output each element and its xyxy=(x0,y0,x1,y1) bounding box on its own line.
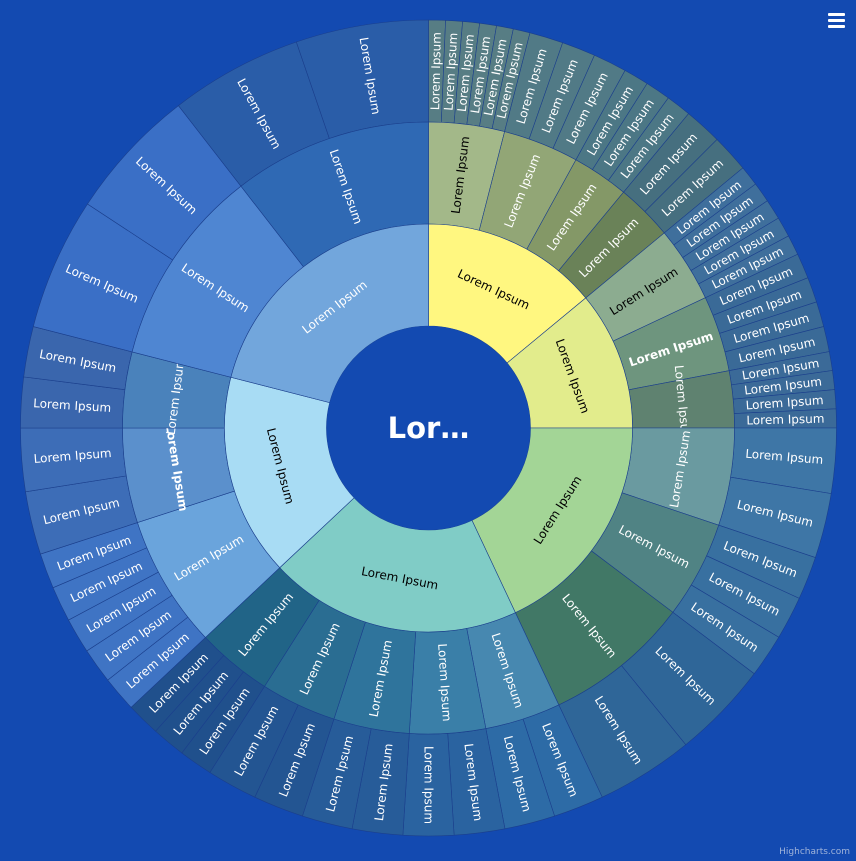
level3-label: Lorem Ipsum xyxy=(428,32,444,110)
level3-label: Lorem Ipsum xyxy=(745,393,824,412)
level3-label: Lorem Ipsum xyxy=(746,412,824,428)
level3-label: Lorem Ipsum xyxy=(441,32,460,111)
level3-label: Lorem Ipsum xyxy=(745,447,824,467)
root-node[interactable]: Lor… xyxy=(326,326,531,530)
credits-link[interactable]: Highcharts.com xyxy=(779,847,850,857)
menu-line xyxy=(828,19,845,22)
root-label: Lor… xyxy=(388,411,470,445)
level3-label: Lorem Ipsum xyxy=(422,746,436,824)
level3-label: Lorem Ipsum xyxy=(33,396,112,415)
level3-label: Lorem Ipsum xyxy=(33,446,112,466)
menu-line xyxy=(828,13,845,16)
root-circle[interactable] xyxy=(326,326,531,530)
hamburger-menu-icon[interactable] xyxy=(824,10,848,32)
menu-line xyxy=(828,25,845,28)
level2-label: Lorem Ipsum xyxy=(435,643,454,722)
